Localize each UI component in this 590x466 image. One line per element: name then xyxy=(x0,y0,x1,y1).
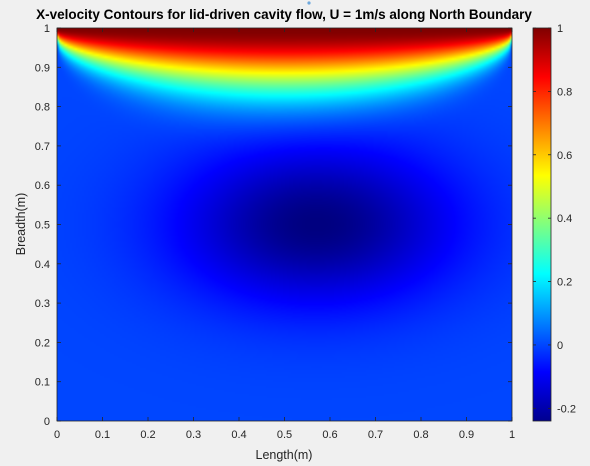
y-tick-label: 1 xyxy=(44,23,50,35)
y-tick-label: 0.9 xyxy=(35,62,50,74)
colorbar-tick-label: 0.8 xyxy=(557,86,572,98)
x-tick-label: 0.3 xyxy=(186,429,201,441)
colorbar-tick-label: 0.4 xyxy=(557,213,572,225)
colorbar-tick-label: 0 xyxy=(557,340,563,352)
x-tick-label: 0.7 xyxy=(368,429,383,441)
colorbar-tick-label: -0.2 xyxy=(557,403,576,415)
x-tick-label: 0.1 xyxy=(95,429,110,441)
x-tick-label: 0 xyxy=(54,429,60,441)
y-tick-label: 0.8 xyxy=(35,102,50,114)
x-tick-label: 1 xyxy=(509,429,515,441)
y-tick-label: 0.6 xyxy=(35,180,50,192)
contour-field xyxy=(57,28,512,421)
x-tick-label: 0.9 xyxy=(459,429,474,441)
y-tick-label: 0.4 xyxy=(35,259,50,271)
y-tick-label: 0.7 xyxy=(35,141,50,153)
x-tick-label: 0.8 xyxy=(413,429,428,441)
x-axis-label: Length(m) xyxy=(256,448,313,462)
x-tick-label: 0.6 xyxy=(322,429,337,441)
y-tick-label: 0.2 xyxy=(35,337,50,349)
y-tick-label: 0.1 xyxy=(35,377,50,389)
x-tick-label: 0.4 xyxy=(231,429,246,441)
y-tick-label: 0.3 xyxy=(35,298,50,310)
colorbar: -0.2 0 0.2 0.4 0.6 0.8 1 xyxy=(533,23,576,421)
colorbar-tick-label: 1 xyxy=(557,23,563,35)
focus-indicator xyxy=(307,1,310,4)
colorbar-tick-label: 0.2 xyxy=(557,277,572,289)
x-tick-label: 0.2 xyxy=(140,429,155,441)
y-tick-label: 0.5 xyxy=(35,220,50,232)
plot-area xyxy=(57,28,512,421)
colorbar-tick-label: 0.6 xyxy=(557,150,572,162)
colorbar-scale xyxy=(533,28,551,421)
chart-title: X-velocity Contours for lid-driven cavit… xyxy=(36,7,532,22)
y-axis-label: Breadth(m) xyxy=(14,193,28,256)
y-tick-label: 0 xyxy=(44,416,50,428)
x-tick-label: 0.5 xyxy=(277,429,292,441)
